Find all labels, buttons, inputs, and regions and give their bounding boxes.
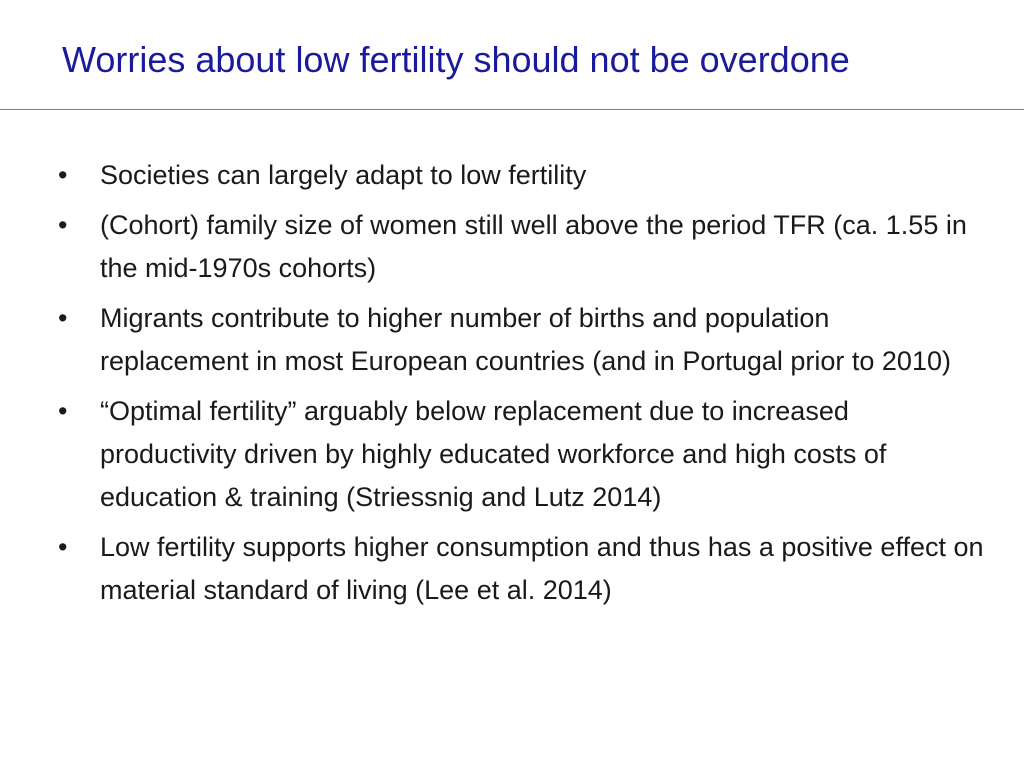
bullet-item: • (Cohort) family size of women still wel… [0,204,1024,290]
bullet-text: Low fertility supports higher consumptio… [100,532,984,605]
bullet-marker: • [58,396,68,426]
bullet-text: Societies can largely adapt to low ferti… [100,160,587,190]
bullet-item: • “Optimal fertility” arguably below repl… [0,390,1024,519]
bullet-item: • Migrants contribute to higher number of… [0,297,1024,383]
bullet-marker: • [58,532,68,562]
slide-title: Worries about low fertility should not b… [62,39,850,80]
bullet-item: • Low fertility supports higher consumpti… [0,526,1024,612]
bullet-marker: • [58,210,68,240]
bullet-text: Migrants contribute to higher number of … [100,303,951,376]
bullet-text: (Cohort) family size of women still well… [100,210,967,283]
title-divider [0,109,1024,110]
bullet-marker: • [58,303,68,333]
bullet-item: • Societies can largely adapt to low fert… [0,154,1024,197]
bullet-list: • Societies can largely adapt to low fert… [0,154,1024,619]
bullet-text: “Optimal fertility” arguably below repla… [100,396,887,512]
bullet-marker: • [58,160,68,190]
